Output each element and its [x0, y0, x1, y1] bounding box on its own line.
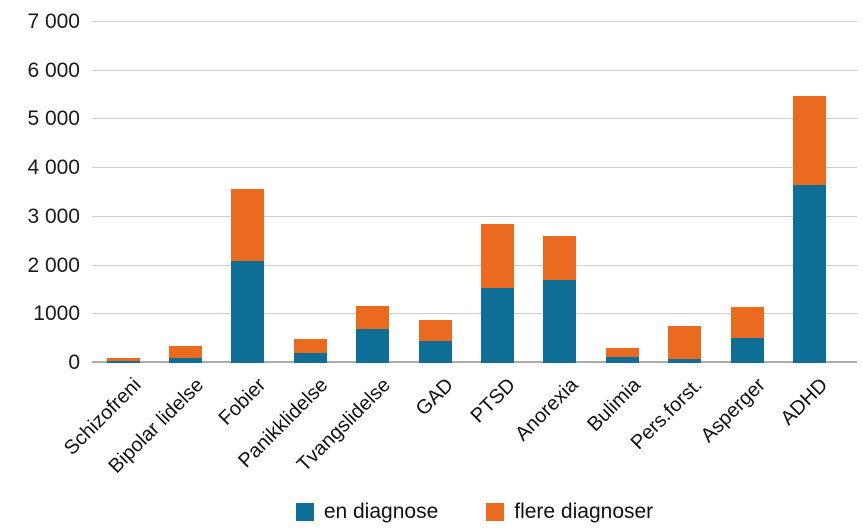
bar-segment-flere-diagnoser — [418, 319, 452, 342]
bar-asperger — [730, 306, 764, 363]
y-tick-label: 3 000 — [27, 204, 80, 228]
y-tick-label: 7 000 — [27, 10, 80, 33]
bar-segment-en-diagnose — [730, 337, 764, 363]
legend-item-flere-diagnoser: flere diagnoser — [486, 500, 653, 524]
gridline — [92, 118, 857, 120]
bar-ptsd — [480, 224, 514, 363]
x-axis-label: Pers.forst. — [627, 374, 708, 455]
x-axis-label: Anorexia — [510, 374, 583, 446]
legend-label-flere-diagnoser: flere diagnoser — [514, 500, 654, 523]
bar-segment-flere-diagnoser — [480, 224, 514, 288]
bar-gad — [418, 319, 452, 363]
bar-segment-flere-diagnoser — [106, 357, 140, 362]
gridline — [92, 264, 857, 266]
bar-segment-en-diagnose — [480, 287, 514, 363]
bar-tvangslidelse — [356, 306, 390, 363]
bar-anorexia — [543, 236, 577, 363]
bar-bipolar-lidelse — [168, 345, 202, 363]
bar-segment-en-diagnose — [418, 341, 452, 363]
bar-segment-flere-diagnoser — [293, 339, 327, 354]
bar-segment-en-diagnose — [543, 280, 577, 363]
gridline — [92, 21, 857, 22]
bar-segment-flere-diagnoser — [231, 188, 265, 261]
y-tick-label: 5 000 — [27, 107, 80, 131]
legend: en diagnose flere diagnoser — [92, 500, 857, 524]
bar-panikklidelse — [293, 339, 327, 363]
bar-segment-en-diagnose — [231, 260, 265, 363]
x-axis-label: GAD — [411, 374, 458, 421]
gridline — [92, 167, 857, 169]
bar-segment-en-diagnose — [792, 185, 826, 363]
y-tick-label: 0 — [68, 351, 80, 374]
bar-segment-flere-diagnoser — [543, 236, 577, 281]
x-axis-line — [92, 361, 857, 363]
legend-label-en-diagnose: en diagnose — [323, 500, 439, 523]
bar-pers-forst- — [668, 325, 702, 363]
legend-item-en-diagnose: en diagnose — [295, 500, 439, 524]
bar-segment-flere-diagnoser — [605, 348, 639, 358]
bar-segment-flere-diagnoser — [168, 345, 202, 359]
y-tick-label: 1000 — [33, 302, 80, 326]
x-axis-label: PTSD — [466, 374, 520, 428]
x-axis-label: Bulimia — [582, 374, 645, 436]
bar-segment-en-diagnose — [668, 359, 702, 363]
x-axis-label: Bipolar lidelse — [104, 374, 208, 478]
bar-segment-en-diagnose — [356, 329, 390, 363]
plot-area — [92, 21, 857, 363]
bar-fobier — [231, 188, 265, 363]
y-axis: 7 000 6 000 5 000 4 000 3 000 2 000 1000 0 — [0, 0, 80, 400]
y-tick-label: 6 000 — [27, 58, 80, 82]
gridline — [92, 313, 857, 315]
y-tick-label: 4 000 — [27, 156, 80, 180]
bar-bulimia — [605, 348, 639, 363]
x-axis-label: Fobier — [214, 374, 271, 430]
bar-segment-en-diagnose — [605, 357, 639, 363]
bar-segment-flere-diagnoser — [792, 95, 826, 186]
x-axis-label: Tvangslidelse — [293, 374, 396, 477]
bar-segment-en-diagnose — [293, 353, 327, 363]
legend-swatch-en-diagnose — [295, 503, 314, 521]
legend-swatch-flere-diagnoser — [486, 503, 505, 521]
gridline — [92, 69, 857, 71]
x-axis-label: Panikklidelse — [234, 374, 333, 473]
bar-segment-flere-diagnoser — [668, 325, 702, 360]
bar-segment-flere-diagnoser — [730, 306, 764, 338]
gridline — [92, 215, 857, 217]
bar-segment-flere-diagnoser — [356, 306, 390, 330]
y-tick-label: 2 000 — [27, 253, 80, 277]
x-axis-label: ADHD — [776, 374, 832, 430]
bar-segment-en-diagnose — [106, 361, 140, 363]
bar-schizofreni — [106, 357, 140, 363]
bar-adhd — [792, 95, 826, 363]
x-axis-label: Asperger — [696, 374, 770, 447]
bar-segment-en-diagnose — [168, 358, 202, 363]
